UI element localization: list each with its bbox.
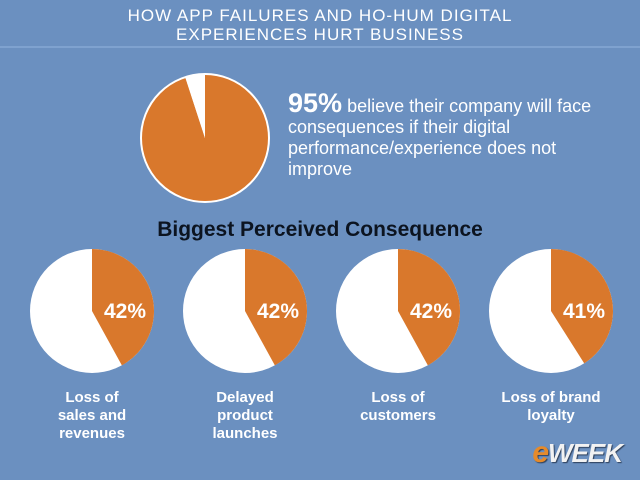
caption-line: sales and — [57, 407, 127, 424]
pie-main-slice-remainder — [185, 74, 205, 138]
pie-3-slice — [398, 249, 460, 366]
caption-line: loyalty — [527, 407, 575, 424]
caption-sales-revenues: Loss of sales and revenues — [22, 389, 162, 443]
headline-percent: 95% — [288, 88, 343, 118]
title-line-1: HOW APP FAILURES AND HO-HUM DIGITAL — [127, 6, 513, 25]
logo-e: e — [532, 436, 549, 469]
pie-2-slice — [245, 249, 307, 366]
pie-1-slice — [92, 249, 154, 366]
caption-line: Loss of — [65, 389, 119, 406]
caption-line: product — [217, 407, 273, 424]
section-title: Biggest Perceived Consequence — [157, 218, 483, 241]
infographic-title: HOW APP FAILURES AND HO-HUM DIGITAL EXPE… — [0, 6, 640, 44]
eweek-logo: eWEEK — [532, 436, 623, 470]
pie-1-value-label: 42% — [104, 300, 146, 323]
pie-3-value-label: 42% — [410, 300, 452, 323]
pie-4-slice — [551, 249, 614, 364]
caption-product-launches: Delayed product launches — [175, 389, 315, 443]
caption-customers: Loss of customers — [328, 389, 468, 425]
logo-text: WEEK — [548, 438, 623, 468]
caption-line: customers — [360, 407, 436, 424]
header-divider — [0, 46, 640, 48]
pie-main-slice-consequences — [140, 74, 269, 202]
headline-text: believe their company will face conseque… — [288, 96, 592, 179]
caption-line: revenues — [59, 425, 125, 442]
pie-4-value-label: 41% — [563, 300, 605, 323]
caption-brand-loyalty: Loss of brand loyalty — [481, 389, 621, 425]
caption-line: Delayed — [216, 389, 274, 406]
headline-stat: 95% believe their company will face cons… — [288, 90, 608, 180]
caption-line: launches — [212, 425, 278, 442]
caption-line: Loss of brand — [501, 389, 601, 406]
caption-line: Loss of — [371, 389, 425, 406]
title-line-2: EXPERIENCES HURT BUSINESS — [176, 25, 464, 44]
pie-2-value-label: 42% — [257, 300, 299, 323]
pie-main-outline — [140, 73, 270, 203]
